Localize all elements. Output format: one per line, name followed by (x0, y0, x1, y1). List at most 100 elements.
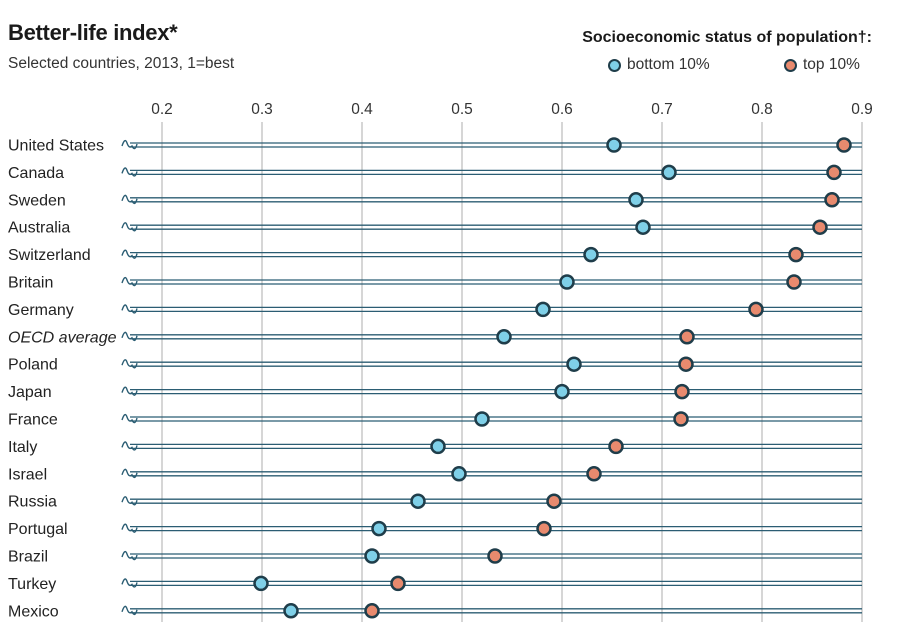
top-10-marker-icon (784, 58, 797, 72)
table-row (121, 329, 862, 345)
table-row (121, 219, 862, 235)
point-top-10 (678, 356, 694, 372)
row-label: Russia (8, 494, 57, 511)
table-row (121, 603, 862, 619)
row-label: Israel (8, 466, 47, 483)
x-tick-label: 0.6 (551, 101, 573, 118)
point-top-10 (826, 164, 842, 181)
point-bottom-10 (410, 493, 426, 509)
table-row (121, 438, 862, 455)
point-bottom-10 (474, 411, 490, 427)
row-label: Japan (8, 384, 52, 401)
bottom-10-marker-icon (608, 58, 621, 72)
row-label: Canada (8, 165, 64, 182)
point-bottom-10 (628, 192, 644, 208)
row-label: Germany (8, 302, 74, 319)
point-bottom-10 (364, 548, 380, 564)
point-bottom-10 (496, 329, 512, 345)
axis-break-icon (121, 441, 138, 451)
x-tick-label: 0.8 (751, 101, 773, 118)
point-bottom-10 (430, 438, 446, 455)
row-label: Brazil (8, 549, 48, 566)
point-top-10 (674, 383, 690, 400)
row-label: Poland (8, 357, 58, 374)
point-top-10 (487, 548, 503, 564)
row-label: Australia (8, 220, 70, 237)
legend-label-top: top 10% (803, 56, 860, 73)
point-bottom-10 (554, 383, 570, 400)
table-row (121, 356, 862, 372)
axis-break-icon (121, 276, 138, 287)
table-row (121, 192, 862, 208)
x-axis-tick-labels: 0.2 0.3 0.4 0.5 0.6 0.7 0.8 0.9 (151, 101, 873, 118)
x-tick-label: 0.4 (351, 101, 373, 118)
axis-break-icon (121, 578, 138, 588)
x-tick-label: 0.7 (651, 101, 673, 118)
point-bottom-10 (661, 164, 677, 181)
point-bottom-10 (635, 219, 651, 235)
row-label: OECD average (8, 329, 117, 346)
row-labels: United States Canada Sweden Australia Switze… (8, 138, 117, 621)
legend-label-bottom: bottom 10% (627, 56, 710, 73)
point-top-10 (536, 520, 552, 537)
x-tick-label: 0.5 (451, 101, 473, 118)
legend-title: Socioeconomic status of population†: (582, 29, 872, 46)
point-bottom-10 (451, 466, 467, 482)
row-label: Britain (8, 275, 53, 292)
axis-break-icon (121, 359, 138, 369)
point-top-10 (788, 246, 804, 263)
axis-break-icon (121, 523, 138, 533)
table-row (121, 301, 862, 318)
grid-lines (161, 122, 863, 622)
axis-break-icon (121, 468, 138, 479)
point-bottom-10 (283, 603, 299, 619)
plot-rows (121, 137, 862, 619)
point-top-10 (824, 192, 840, 208)
row-label: Mexico (8, 603, 59, 620)
row-label: United States (8, 138, 104, 155)
point-bottom-10 (559, 274, 575, 290)
point-bottom-10 (253, 575, 269, 592)
table-row (121, 274, 862, 290)
axis-break-icon (121, 331, 138, 342)
point-top-10 (608, 438, 624, 455)
point-top-10 (786, 274, 802, 290)
point-top-10 (390, 575, 406, 592)
point-top-10 (836, 137, 852, 153)
table-row (121, 137, 862, 153)
table-row (121, 575, 862, 592)
row-label: Sweden (8, 192, 66, 209)
chart-title: Better-life index* (8, 20, 178, 45)
axis-break-icon (121, 386, 138, 396)
point-top-10 (364, 603, 380, 619)
row-label: Italy (8, 439, 37, 456)
axis-break-icon (121, 139, 138, 150)
point-bottom-10 (583, 246, 599, 263)
axis-break-icon (121, 496, 138, 506)
point-top-10 (546, 493, 562, 509)
legend-item-top: top 10% (784, 56, 860, 74)
table-row (121, 520, 862, 537)
axis-break-icon (121, 194, 138, 205)
x-tick-label: 0.9 (851, 101, 873, 118)
table-row (121, 246, 862, 263)
axis-break-icon (121, 167, 138, 177)
axis-break-icon (121, 222, 138, 232)
table-row (121, 493, 862, 509)
axis-break-icon (121, 550, 138, 561)
point-top-10 (679, 329, 695, 345)
row-label: France (8, 412, 58, 429)
row-label: Turkey (8, 576, 56, 593)
x-tick-label: 0.3 (251, 101, 273, 118)
point-top-10 (748, 301, 764, 318)
axis-break-icon (121, 605, 138, 616)
table-row (121, 383, 862, 400)
point-bottom-10 (606, 137, 622, 153)
axis-break-icon (121, 413, 138, 424)
axis-break-icon (121, 304, 138, 314)
table-row (121, 548, 862, 564)
point-top-10 (812, 219, 828, 235)
row-label: Switzerland (8, 247, 91, 264)
point-bottom-10 (371, 520, 387, 537)
x-tick-label: 0.2 (151, 101, 173, 118)
